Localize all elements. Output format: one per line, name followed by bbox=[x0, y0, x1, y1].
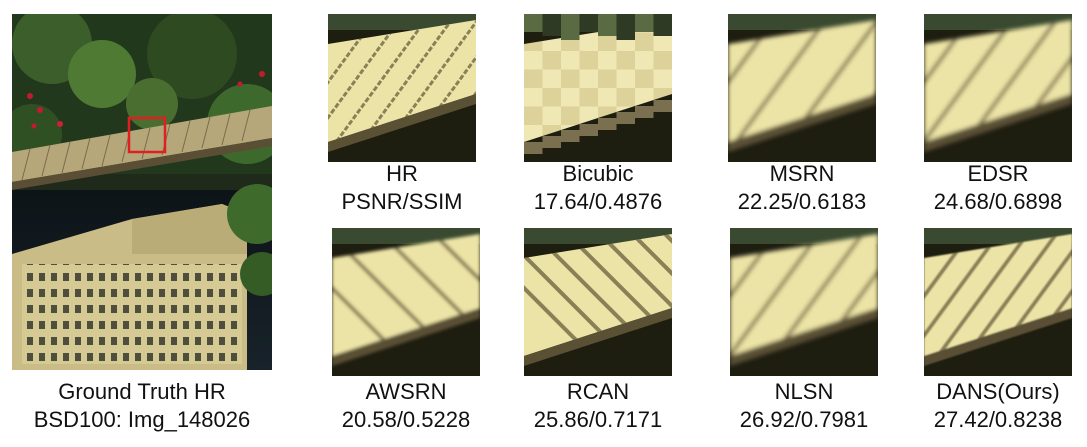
crop-awsrn-image bbox=[332, 228, 480, 376]
method-score: 17.64/0.4876 bbox=[533, 189, 663, 214]
method-name: EDSR bbox=[967, 161, 1029, 186]
caption-bicubic: Bicubic 17.64/0.4876 bbox=[524, 160, 672, 216]
caption-msrn: MSRN 22.25/0.6183 bbox=[728, 160, 876, 216]
highlight-box bbox=[127, 116, 167, 154]
method-score: 26.92/0.7981 bbox=[739, 407, 869, 432]
crop-edsr bbox=[924, 14, 1072, 162]
caption-dans: DANS(Ours) 27.42/0.8238 bbox=[924, 378, 1072, 434]
method-name: MSRN bbox=[769, 161, 835, 186]
crop-nlsn bbox=[730, 228, 878, 376]
caption-rcan: RCAN 25.86/0.7171 bbox=[524, 378, 672, 434]
method-score: 20.58/0.5228 bbox=[341, 407, 471, 432]
method-name: NLSN bbox=[774, 379, 834, 404]
ground-truth-image bbox=[12, 14, 272, 370]
ground-truth-scene bbox=[12, 14, 272, 370]
method-name: DANS(Ours) bbox=[936, 379, 1060, 404]
caption-nlsn: NLSN 26.92/0.7981 bbox=[730, 378, 878, 434]
crop-msrn bbox=[728, 14, 876, 162]
method-score: PSNR/SSIM bbox=[341, 189, 463, 214]
method-score: 22.25/0.6183 bbox=[737, 189, 867, 214]
crop-hr bbox=[328, 14, 476, 162]
crop-edsr-image bbox=[924, 14, 1072, 162]
caption-awsrn: AWSRN 20.58/0.5228 bbox=[332, 378, 480, 434]
method-score: 25.86/0.7171 bbox=[533, 407, 663, 432]
caption-edsr: EDSR 24.68/0.6898 bbox=[924, 160, 1072, 216]
crop-bicubic bbox=[524, 14, 672, 162]
crop-nlsn-image bbox=[730, 228, 878, 376]
ground-truth-title: Ground Truth HR bbox=[58, 379, 226, 404]
method-score: 24.68/0.6898 bbox=[933, 189, 1063, 214]
method-name: Bicubic bbox=[562, 161, 634, 186]
crop-dans bbox=[924, 228, 1072, 376]
crop-rcan-image bbox=[524, 228, 672, 376]
crop-hr-image bbox=[328, 14, 476, 162]
crop-awsrn bbox=[332, 228, 480, 376]
method-name: AWSRN bbox=[365, 379, 447, 404]
method-name: RCAN bbox=[566, 379, 630, 404]
crop-bicubic-image bbox=[524, 14, 672, 162]
crop-msrn-image bbox=[728, 14, 876, 162]
ground-truth-subtitle: BSD100: Img_148026 bbox=[33, 407, 251, 432]
ground-truth-caption: Ground Truth HR BSD100: Img_148026 bbox=[12, 378, 272, 434]
method-score: 27.42/0.8238 bbox=[933, 407, 1063, 432]
method-name: HR bbox=[386, 161, 418, 186]
crop-dans-image bbox=[924, 228, 1072, 376]
caption-hr: HR PSNR/SSIM bbox=[328, 160, 476, 216]
crop-rcan bbox=[524, 228, 672, 376]
